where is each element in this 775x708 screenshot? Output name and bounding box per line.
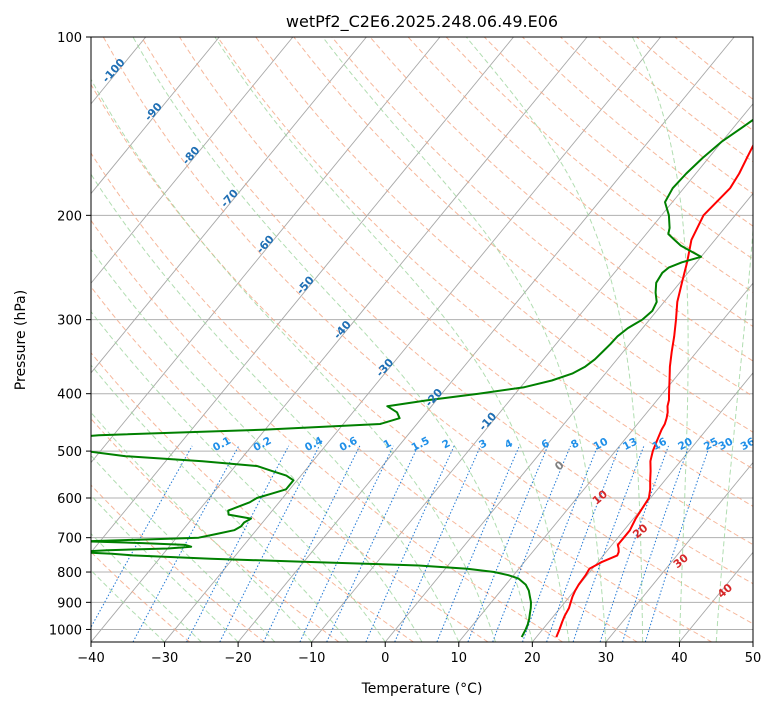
- dry-adiabat: [369, 37, 753, 362]
- dry-adiabat: [102, 37, 753, 625]
- dewpoint-line: [91, 118, 753, 638]
- dry-adiabat: [91, 352, 414, 642]
- dry-adiabat: [91, 286, 489, 642]
- x-tick-label: −20: [224, 651, 251, 666]
- isotherm: [237, 37, 735, 642]
- y-tick-label: 700: [57, 532, 82, 547]
- mixing-ratio-line: [394, 445, 482, 642]
- moist-adiabat: [132, 37, 533, 642]
- isotherm: [605, 461, 753, 642]
- isotherm: [91, 37, 441, 464]
- dry-adiabat: [255, 37, 753, 470]
- y-tick-label: 900: [57, 596, 82, 611]
- moist-adiabat: [91, 532, 202, 642]
- moist-adiabat: [91, 454, 276, 642]
- y-tick-label: 100: [57, 31, 82, 46]
- y-tick-label: 600: [57, 492, 82, 507]
- isotherm: [752, 641, 753, 642]
- mixing-ratio-line: [219, 445, 320, 642]
- dry-adiabat: [91, 83, 713, 642]
- isotherm: [91, 37, 220, 195]
- y-tick-label: 400: [57, 388, 82, 403]
- moist-adiabat: [91, 310, 386, 642]
- mixing-ratio-line: [546, 445, 621, 642]
- x-tick-label: 20: [524, 651, 541, 666]
- isotherm: [91, 37, 294, 284]
- isotherm: [0, 37, 72, 642]
- x-tick-label: −10: [298, 651, 325, 666]
- temperature-line: [555, 143, 753, 638]
- x-tick-label: −40: [77, 651, 104, 666]
- moist-adiabat: [91, 364, 349, 642]
- moist-adiabat: [91, 78, 497, 642]
- mixing-ratio-label: 36: [739, 436, 758, 453]
- mixing-ratio-line: [365, 445, 455, 642]
- x-tick-label: 10: [451, 651, 468, 666]
- x-axis-label: Temperature (°C): [361, 681, 483, 697]
- isotherm: [164, 37, 662, 642]
- chart-title: wetPf2_C2E6.2025.248.06.49.E06: [286, 12, 558, 32]
- moist-adiabat: [91, 569, 165, 642]
- moist-adiabat: [631, 37, 689, 642]
- dry-adiabat: [91, 219, 563, 642]
- mixing-ratio-line: [436, 445, 520, 642]
- y-tick-label: 500: [57, 445, 82, 460]
- y-tick-label: 300: [57, 314, 82, 329]
- isotherm: [91, 37, 367, 374]
- guide-lines: [0, 37, 753, 642]
- isotherm: [91, 37, 588, 642]
- dry-adiabat: [91, 484, 265, 642]
- dry-adiabat: [407, 37, 753, 328]
- x-tick-label: 30: [598, 651, 615, 666]
- dry-adiabat: [91, 551, 191, 642]
- plot-frame: [90, 36, 754, 643]
- y-tick-label: 200: [57, 209, 82, 224]
- axes: −40 −30 −20 −10 0 10 20 30 40 50 1000 900 800 700 600 5…: [49, 31, 761, 666]
- dry-adiabat: [445, 37, 753, 294]
- moist-adiabat: [91, 173, 460, 642]
- dry-adiabat: [179, 37, 753, 546]
- mixing-ratio-line: [467, 445, 549, 642]
- x-tick-label: 50: [745, 651, 762, 666]
- dry-adiabat: [217, 37, 753, 507]
- moist-adiabat: [715, 224, 753, 642]
- mixing-ratio-line: [132, 445, 240, 642]
- dry-adiabat: [91, 418, 340, 642]
- mixing-ratio-line: [522, 445, 599, 642]
- moist-adiabat: [465, 37, 644, 642]
- moist-adiabat: [91, 494, 239, 642]
- mixing-ratio-line: [599, 445, 669, 642]
- mixing-ratio-line: [644, 445, 711, 642]
- isotherm: [458, 282, 753, 642]
- mixing-ratio-line: [326, 445, 419, 642]
- moist-adiabat: [322, 37, 607, 642]
- y-tick-label: 800: [57, 566, 82, 581]
- mixing-ratio-line: [622, 445, 690, 642]
- moist-adiabat: [214, 37, 570, 642]
- sounding-profiles: [91, 118, 753, 638]
- dry-adiabat: [140, 37, 753, 585]
- y-axis-label: Pressure (hPa): [13, 290, 29, 390]
- y-tick-label: 1000: [49, 623, 82, 638]
- moist-adiabat: [91, 248, 423, 642]
- isotherm: [384, 192, 753, 642]
- isotherm: [311, 103, 753, 642]
- moist-adiabat: [91, 411, 313, 642]
- mixing-ratio-line: [91, 445, 193, 629]
- dry-adiabat: [91, 152, 638, 642]
- dry-adiabat: [293, 37, 753, 433]
- x-tick-label: 0: [381, 651, 389, 666]
- isotherm: [531, 372, 753, 642]
- x-tick-label: −30: [151, 651, 178, 666]
- mixing-ratio-line: [492, 445, 571, 642]
- x-tick-label: 40: [671, 651, 688, 666]
